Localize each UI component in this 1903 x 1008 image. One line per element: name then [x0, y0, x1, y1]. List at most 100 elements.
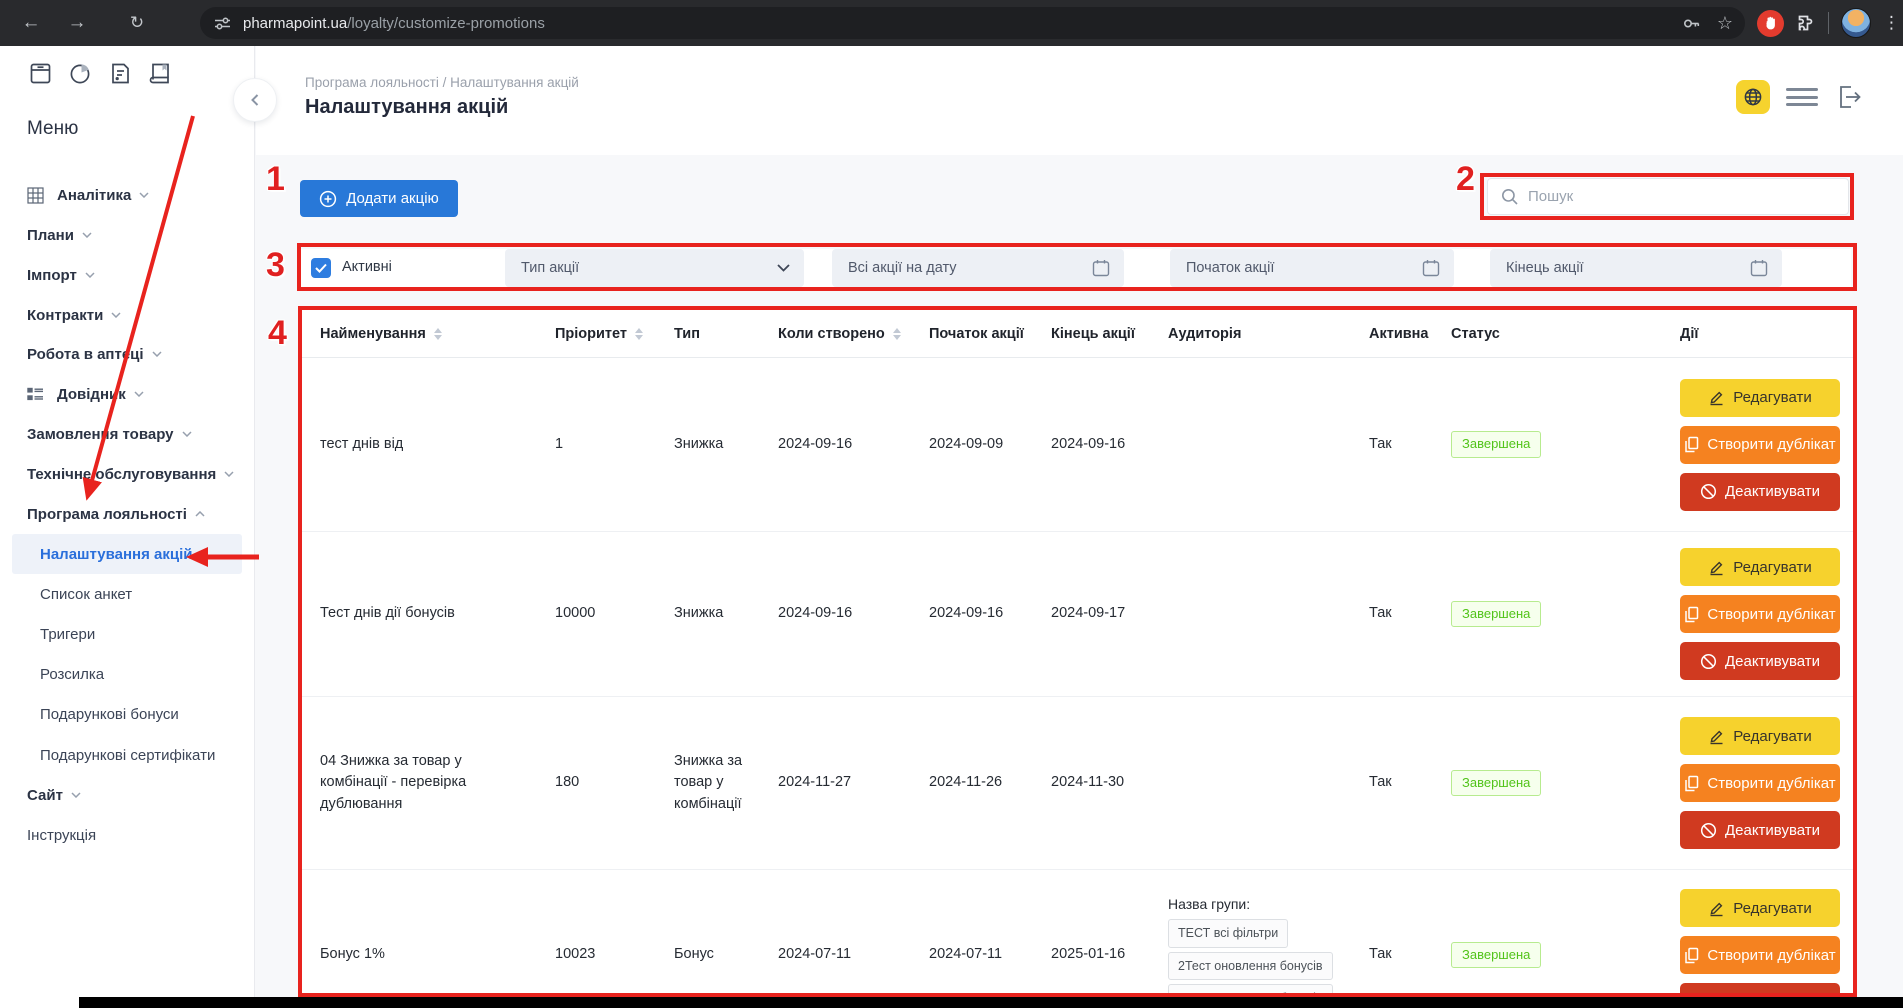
- edit-button[interactable]: Редагувати: [1680, 548, 1840, 586]
- row-actions: Редагувати Створити дублікат Деактивуват…: [1680, 378, 1840, 511]
- profile-avatar[interactable]: [1841, 8, 1871, 38]
- table-row: тест днів від 1 Знижка 2024-09-16 2024-0…: [302, 358, 1854, 532]
- sort-icon[interactable]: [635, 327, 644, 340]
- promo-status: Завершена: [1451, 941, 1680, 969]
- sidebar-collapse-button[interactable]: [233, 78, 277, 122]
- filter-bar: Активні Тип акції Всі акції на дату Поча…: [301, 249, 1851, 287]
- note-document-icon[interactable]: [107, 60, 134, 87]
- site-settings-icon[interactable]: [214, 15, 231, 32]
- block-icon: [1700, 653, 1717, 670]
- column-active: Активна: [1369, 325, 1429, 342]
- sidebar-item-site[interactable]: Сайт: [0, 775, 255, 815]
- edit-button[interactable]: Редагувати: [1680, 889, 1840, 927]
- archive-box-icon[interactable]: [27, 60, 54, 87]
- menu-hamburger-icon[interactable]: [1786, 86, 1818, 108]
- sidebar-item-import[interactable]: Імпорт: [0, 255, 255, 295]
- promotion-end-date-picker[interactable]: Кінець акції: [1490, 249, 1782, 287]
- column-status: Статус: [1451, 325, 1500, 342]
- sidebar-item-loyalty-program[interactable]: Програма лояльності: [0, 494, 255, 534]
- promo-type: Знижка: [674, 605, 724, 622]
- promotion-start-date-picker[interactable]: Початок акції: [1170, 249, 1454, 287]
- promo-status: Завершена: [1451, 600, 1680, 628]
- logout-icon[interactable]: [1834, 82, 1864, 112]
- deactivate-button[interactable]: Деактивувати: [1680, 642, 1840, 680]
- copy-icon: [1684, 775, 1699, 792]
- bookmark-star-icon[interactable]: ☆: [1716, 13, 1733, 33]
- status-badge: Завершена: [1451, 600, 1542, 628]
- sidebar-item-plans[interactable]: Плани: [0, 215, 255, 255]
- address-bar[interactable]: pharmapoint.ua/loyalty/customize-promoti…: [200, 7, 1745, 39]
- sidebar-item-mailing[interactable]: Розсилка: [40, 665, 105, 683]
- column-priority[interactable]: Пріоритет: [555, 326, 674, 342]
- duplicate-button[interactable]: Створити дублікат: [1680, 425, 1840, 464]
- sidebar-item-contracts[interactable]: Контракти: [0, 295, 255, 335]
- edit-button[interactable]: Редагувати: [1680, 378, 1840, 417]
- book-icon[interactable]: [147, 60, 174, 87]
- sidebar-item-goods-order[interactable]: Замовлення товару: [0, 414, 255, 454]
- deactivate-button[interactable]: Деактивувати: [1680, 983, 1840, 997]
- chevron-down-icon: [777, 264, 790, 272]
- sidebar-item-pharmacy-work[interactable]: Робота в аптеці: [0, 334, 255, 374]
- active-checkbox[interactable]: [311, 258, 331, 278]
- duplicate-button[interactable]: Створити дублікат: [1680, 764, 1840, 802]
- pencil-icon: [1708, 559, 1725, 576]
- chevron-down-icon: [182, 431, 192, 437]
- sidebar-item-questionnaires[interactable]: Список анкет: [40, 585, 133, 603]
- chevron-up-icon: [195, 511, 205, 517]
- browser-forward-icon[interactable]: →: [67, 12, 87, 33]
- sidebar-item-analytics[interactable]: Аналітика: [0, 175, 255, 215]
- audience-tag: 1Тест оновлення бонусів: [1168, 983, 1333, 997]
- sidebar-item-instruction[interactable]: Інструкція: [27, 826, 97, 844]
- browser-reload-icon[interactable]: ↻: [129, 13, 145, 32]
- add-promotion-button[interactable]: Додати акцію: [300, 180, 458, 217]
- column-audience: Аудиторія: [1168, 325, 1242, 342]
- password-key-icon[interactable]: [1682, 14, 1701, 33]
- audience-tag: ТЕСТ всі фільтри: [1168, 919, 1289, 948]
- row-actions: Редагувати Створити дублікат Деактивуват…: [1680, 548, 1840, 680]
- sidebar-item-gift-bonuses[interactable]: Подарункові бонуси: [40, 705, 179, 723]
- all-promotions-on-date-picker[interactable]: Всі акції на дату: [832, 249, 1124, 287]
- table-row: Бонус 1% 10023 Бонус 2024-07-11 2024-07-…: [302, 870, 1854, 997]
- chevron-down-icon: [111, 312, 121, 318]
- audience-tag: 2Тест оновлення бонусів: [1168, 951, 1333, 980]
- page-header: Програма лояльності / Налаштування акцій…: [256, 46, 1903, 155]
- column-type: Тип: [674, 325, 700, 342]
- deactivate-button[interactable]: Деактивувати: [1680, 472, 1840, 511]
- promo-audience: Назва групи: ТЕСТ всі фільтри 2Тест онов…: [1168, 894, 1369, 997]
- sidebar-item-directory[interactable]: Довідник: [0, 374, 255, 414]
- promo-end: 2024-09-16: [1051, 435, 1126, 452]
- browser-back-icon[interactable]: ←: [21, 12, 41, 33]
- adblock-extension-icon[interactable]: [1757, 9, 1784, 37]
- pie-chart-icon[interactable]: [67, 60, 94, 87]
- promo-end: 2024-09-17: [1051, 605, 1126, 622]
- promo-end: 2025-01-16: [1051, 946, 1126, 963]
- deactivate-button[interactable]: Деактивувати: [1680, 811, 1840, 849]
- promo-name: тест днів від: [320, 435, 404, 452]
- url-text: pharmapoint.ua/loyalty/customize-promoti…: [243, 14, 545, 32]
- duplicate-button[interactable]: Створити дублікат: [1680, 936, 1840, 974]
- search-input[interactable]: [1528, 188, 1828, 205]
- sidebar-item-customize-promotions[interactable]: Налаштування акцій: [12, 534, 242, 574]
- promo-active: Так: [1369, 774, 1392, 791]
- promo-start: 2024-09-09: [929, 435, 1004, 452]
- language-globe-button[interactable]: [1736, 80, 1770, 114]
- promo-created: 2024-09-16: [778, 435, 853, 452]
- sidebar-item-tech-maintenance[interactable]: Технічне обслуговування: [0, 454, 255, 494]
- browser-menu-icon[interactable]: ⋮: [1883, 13, 1900, 32]
- duplicate-button[interactable]: Створити дублікат: [1680, 595, 1840, 633]
- column-name[interactable]: Найменування: [320, 326, 555, 342]
- sidebar-item-triggers[interactable]: Тригери: [40, 625, 96, 643]
- extensions-puzzle-icon[interactable]: [1796, 13, 1816, 33]
- promo-type: Знижка: [674, 435, 724, 452]
- page-title: Налаштування акцій: [305, 96, 509, 118]
- browser-toolbar: ← → ↻ pharmapoint.ua/loyalty/customize-p…: [0, 0, 1903, 46]
- sort-icon[interactable]: [892, 327, 901, 340]
- promotion-type-select[interactable]: Тип акції: [505, 249, 804, 287]
- promo-name: Бонус 1%: [320, 946, 385, 963]
- sidebar-item-gift-certificates[interactable]: Подарункові сертифікати: [40, 746, 216, 764]
- bottom-black-strip: [79, 997, 1903, 1008]
- column-created[interactable]: Коли створено: [778, 326, 929, 342]
- edit-button[interactable]: Редагувати: [1680, 717, 1840, 755]
- sort-icon[interactable]: [433, 327, 442, 340]
- pencil-icon: [1708, 900, 1725, 917]
